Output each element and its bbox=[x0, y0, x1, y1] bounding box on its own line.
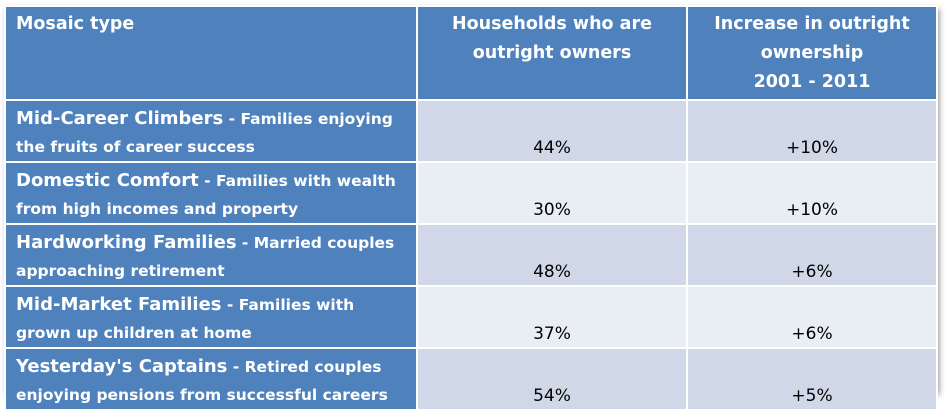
ownership-increase-cell: +10% bbox=[686, 99, 938, 163]
table-row: Domestic Comfort - Families with wealth … bbox=[4, 161, 938, 225]
mosaic-type-description: - Married couples approaching retirement bbox=[16, 234, 395, 280]
ownership-increase-cell: +10% bbox=[686, 161, 938, 225]
mosaic-ownership-table-container: Mosaic type Households who are outright … bbox=[4, 5, 938, 411]
outright-owners-cell: 48% bbox=[416, 223, 688, 287]
mosaic-type-description: - Families with wealth from high incomes… bbox=[16, 172, 396, 218]
mosaic-type-name: Domestic Comfort bbox=[16, 170, 199, 191]
mosaic-type-description: - Families with grown up children at hom… bbox=[16, 296, 355, 342]
mosaic-type-description: - Retired couples enjoying pensions from… bbox=[16, 358, 388, 404]
header-ownership-increase: Increase in outright ownership 2001 - 20… bbox=[686, 5, 938, 101]
header-outright-owners-line2: outright owners bbox=[472, 43, 632, 63]
header-outright-owners-line1: Households who are bbox=[452, 14, 652, 34]
table-header-row: Mosaic type Households who are outright … bbox=[4, 5, 938, 101]
table-row: Yesterday's Captains - Retired couples e… bbox=[4, 347, 938, 411]
mosaic-ownership-table: Mosaic type Households who are outright … bbox=[4, 5, 938, 411]
outright-owners-cell: 44% bbox=[416, 99, 688, 163]
mosaic-type-cell: Yesterday's Captains - Retired couples e… bbox=[4, 347, 418, 411]
outright-owners-cell: 54% bbox=[416, 347, 688, 411]
ownership-increase-cell: +6% bbox=[686, 223, 938, 287]
table-row: Mid-Career Climbers - Families enjoying … bbox=[4, 99, 938, 163]
mosaic-type-description: - Families enjoying the fruits of career… bbox=[16, 110, 393, 156]
mosaic-type-name: Hardworking Families bbox=[16, 232, 237, 253]
outright-owners-cell: 30% bbox=[416, 161, 688, 225]
ownership-increase-cell: +5% bbox=[686, 347, 938, 411]
header-increase-line1: Increase in outright bbox=[714, 14, 910, 34]
mosaic-type-name: Yesterday's Captains bbox=[16, 356, 228, 377]
table-row: Hardworking Families - Married couples a… bbox=[4, 223, 938, 287]
mosaic-type-cell: Hardworking Families - Married couples a… bbox=[4, 223, 418, 287]
mosaic-type-cell: Domestic Comfort - Families with wealth … bbox=[4, 161, 418, 225]
mosaic-type-name: Mid-Market Families bbox=[16, 294, 222, 315]
mosaic-type-cell: Mid-Career Climbers - Families enjoying … bbox=[4, 99, 418, 163]
header-mosaic-type-label: Mosaic type bbox=[16, 14, 135, 34]
header-increase-line2: ownership bbox=[760, 43, 864, 63]
mosaic-type-name: Mid-Career Climbers bbox=[16, 108, 224, 129]
header-mosaic-type: Mosaic type bbox=[4, 5, 418, 101]
mosaic-type-cell: Mid-Market Families - Families with grow… bbox=[4, 285, 418, 349]
outright-owners-cell: 37% bbox=[416, 285, 688, 349]
header-increase-line3: 2001 - 2011 bbox=[753, 72, 871, 92]
ownership-increase-cell: +6% bbox=[686, 285, 938, 349]
table-row: Mid-Market Families - Families with grow… bbox=[4, 285, 938, 349]
header-outright-owners: Households who are outright owners bbox=[416, 5, 688, 101]
